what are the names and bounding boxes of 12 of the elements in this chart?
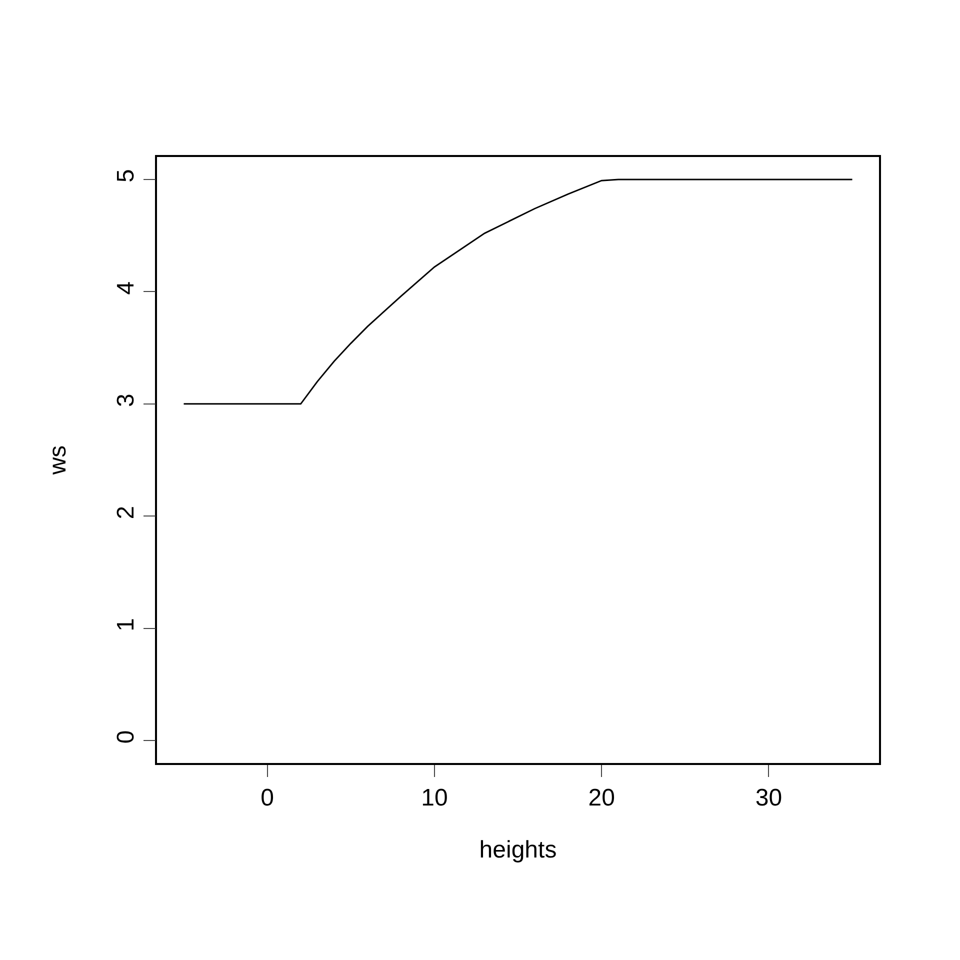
y-tick-label: 5 [112, 169, 140, 183]
y-tick-label: 3 [112, 394, 140, 407]
x-tick-label: 10 [421, 784, 448, 812]
y-axis-title: ws [44, 445, 72, 476]
y-tick-label: 4 [112, 281, 140, 295]
y-tick-label: 0 [112, 730, 140, 744]
y-tick-label: 1 [112, 618, 140, 632]
y-tick-label: 2 [112, 506, 140, 520]
x-tick-label: 30 [755, 784, 782, 812]
x-tick-label: 0 [260, 784, 274, 812]
x-axis-title: heights [479, 836, 557, 864]
x-tick-label: 20 [588, 784, 615, 812]
